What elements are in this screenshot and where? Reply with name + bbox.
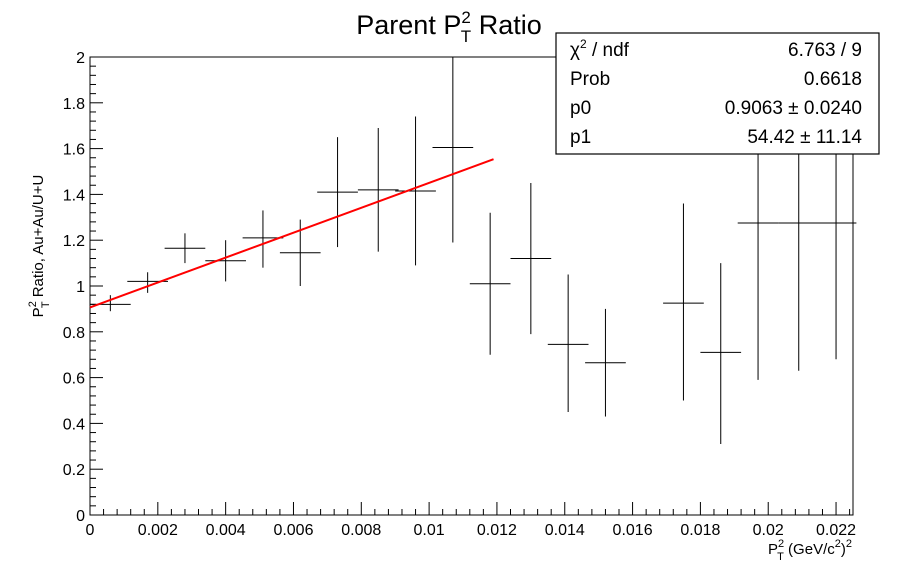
x-axis-ticks: 0 0.002 0.004 0.006 0.008 0.01 0.012 0.014 0.016… — [86, 502, 856, 539]
fit-line-group — [89, 158, 494, 309]
title-rest: Ratio — [471, 10, 542, 40]
x-tick-label: 0.01 — [414, 522, 445, 539]
stats-value-p0: 0.9063 ± 0.0240 — [725, 98, 862, 119]
x-tick-label: 0.002 — [138, 522, 178, 539]
x-tick-label: 0.012 — [477, 522, 517, 539]
stats-box-frame — [555, 32, 880, 155]
title-main: Parent P — [356, 10, 461, 40]
data-point — [90, 295, 131, 312]
x-tick-label: 0 — [86, 522, 95, 539]
x-axis-title: P2 T (GeV/c2)2 — [768, 538, 852, 563]
y-tick-label: 0.8 — [63, 325, 85, 342]
y-tick-label: 0 — [76, 508, 85, 525]
title-superscript: 2 — [461, 8, 470, 27]
stats-label-chi2: χ2 / ndf — [570, 37, 630, 61]
y-tick-label: 1 — [76, 279, 85, 296]
stats-label-p1: p1 — [570, 127, 591, 148]
x-tick-label: 0.008 — [341, 522, 381, 539]
stats-label-p0: p0 — [570, 98, 591, 119]
data-point — [510, 182, 552, 335]
stats-value-prob: 0.6618 — [804, 69, 862, 90]
y-axis-ticks: 0 0.2 0.4 0.6 0.8 1 1.2 1.4 1.6 1.8 2 — [63, 50, 103, 525]
y-tick-label: 0.2 — [63, 462, 85, 479]
data-points — [90, 57, 857, 445]
x-tick-label: 0.014 — [545, 522, 585, 539]
y-tick-label: 2 — [76, 50, 85, 67]
y-tick-label: 0.6 — [63, 371, 85, 388]
x-tick-label: 0.022 — [816, 522, 856, 539]
y-axis-title: P2T Ratio, Au+Au/U+U — [27, 175, 52, 318]
stats-label-prob: Prob — [570, 69, 610, 90]
data-point — [432, 57, 474, 243]
x-tick-label: 0.004 — [206, 522, 246, 539]
y-tick-label: 0.4 — [63, 416, 85, 433]
x-tick-label: 0.02 — [753, 522, 784, 539]
x-tick-label: 0.018 — [680, 522, 720, 539]
data-point — [700, 263, 742, 445]
stats-value-p1: 54.42 ± 11.14 — [747, 127, 862, 148]
chart-title: Parent P2 T Ratio — [356, 8, 541, 46]
fit-line — [89, 158, 494, 309]
x-tick-label: 0.016 — [613, 522, 653, 539]
x-tick-label: 0.006 — [273, 522, 313, 539]
fit-stats-box: χ2 / ndf 6.763 / 9 Prob 0.6618 p0 0.9063… — [555, 32, 880, 155]
y-tick-label: 1.8 — [63, 96, 85, 113]
y-tick-label: 1.6 — [63, 142, 85, 159]
data-point — [317, 137, 358, 248]
stats-value-chi2: 6.763 / 9 — [788, 40, 862, 61]
data-point — [164, 233, 206, 264]
data-point — [469, 212, 511, 355]
data-point — [357, 127, 399, 252]
data-point — [663, 203, 704, 401]
title-subscript: T — [461, 27, 471, 46]
data-point — [585, 308, 626, 417]
data-point — [205, 240, 246, 282]
data-point — [395, 116, 436, 266]
y-tick-label: 1.2 — [63, 233, 85, 250]
data-point — [547, 274, 589, 412]
data-point — [127, 272, 168, 293]
y-tick-label: 1.4 — [63, 187, 85, 204]
